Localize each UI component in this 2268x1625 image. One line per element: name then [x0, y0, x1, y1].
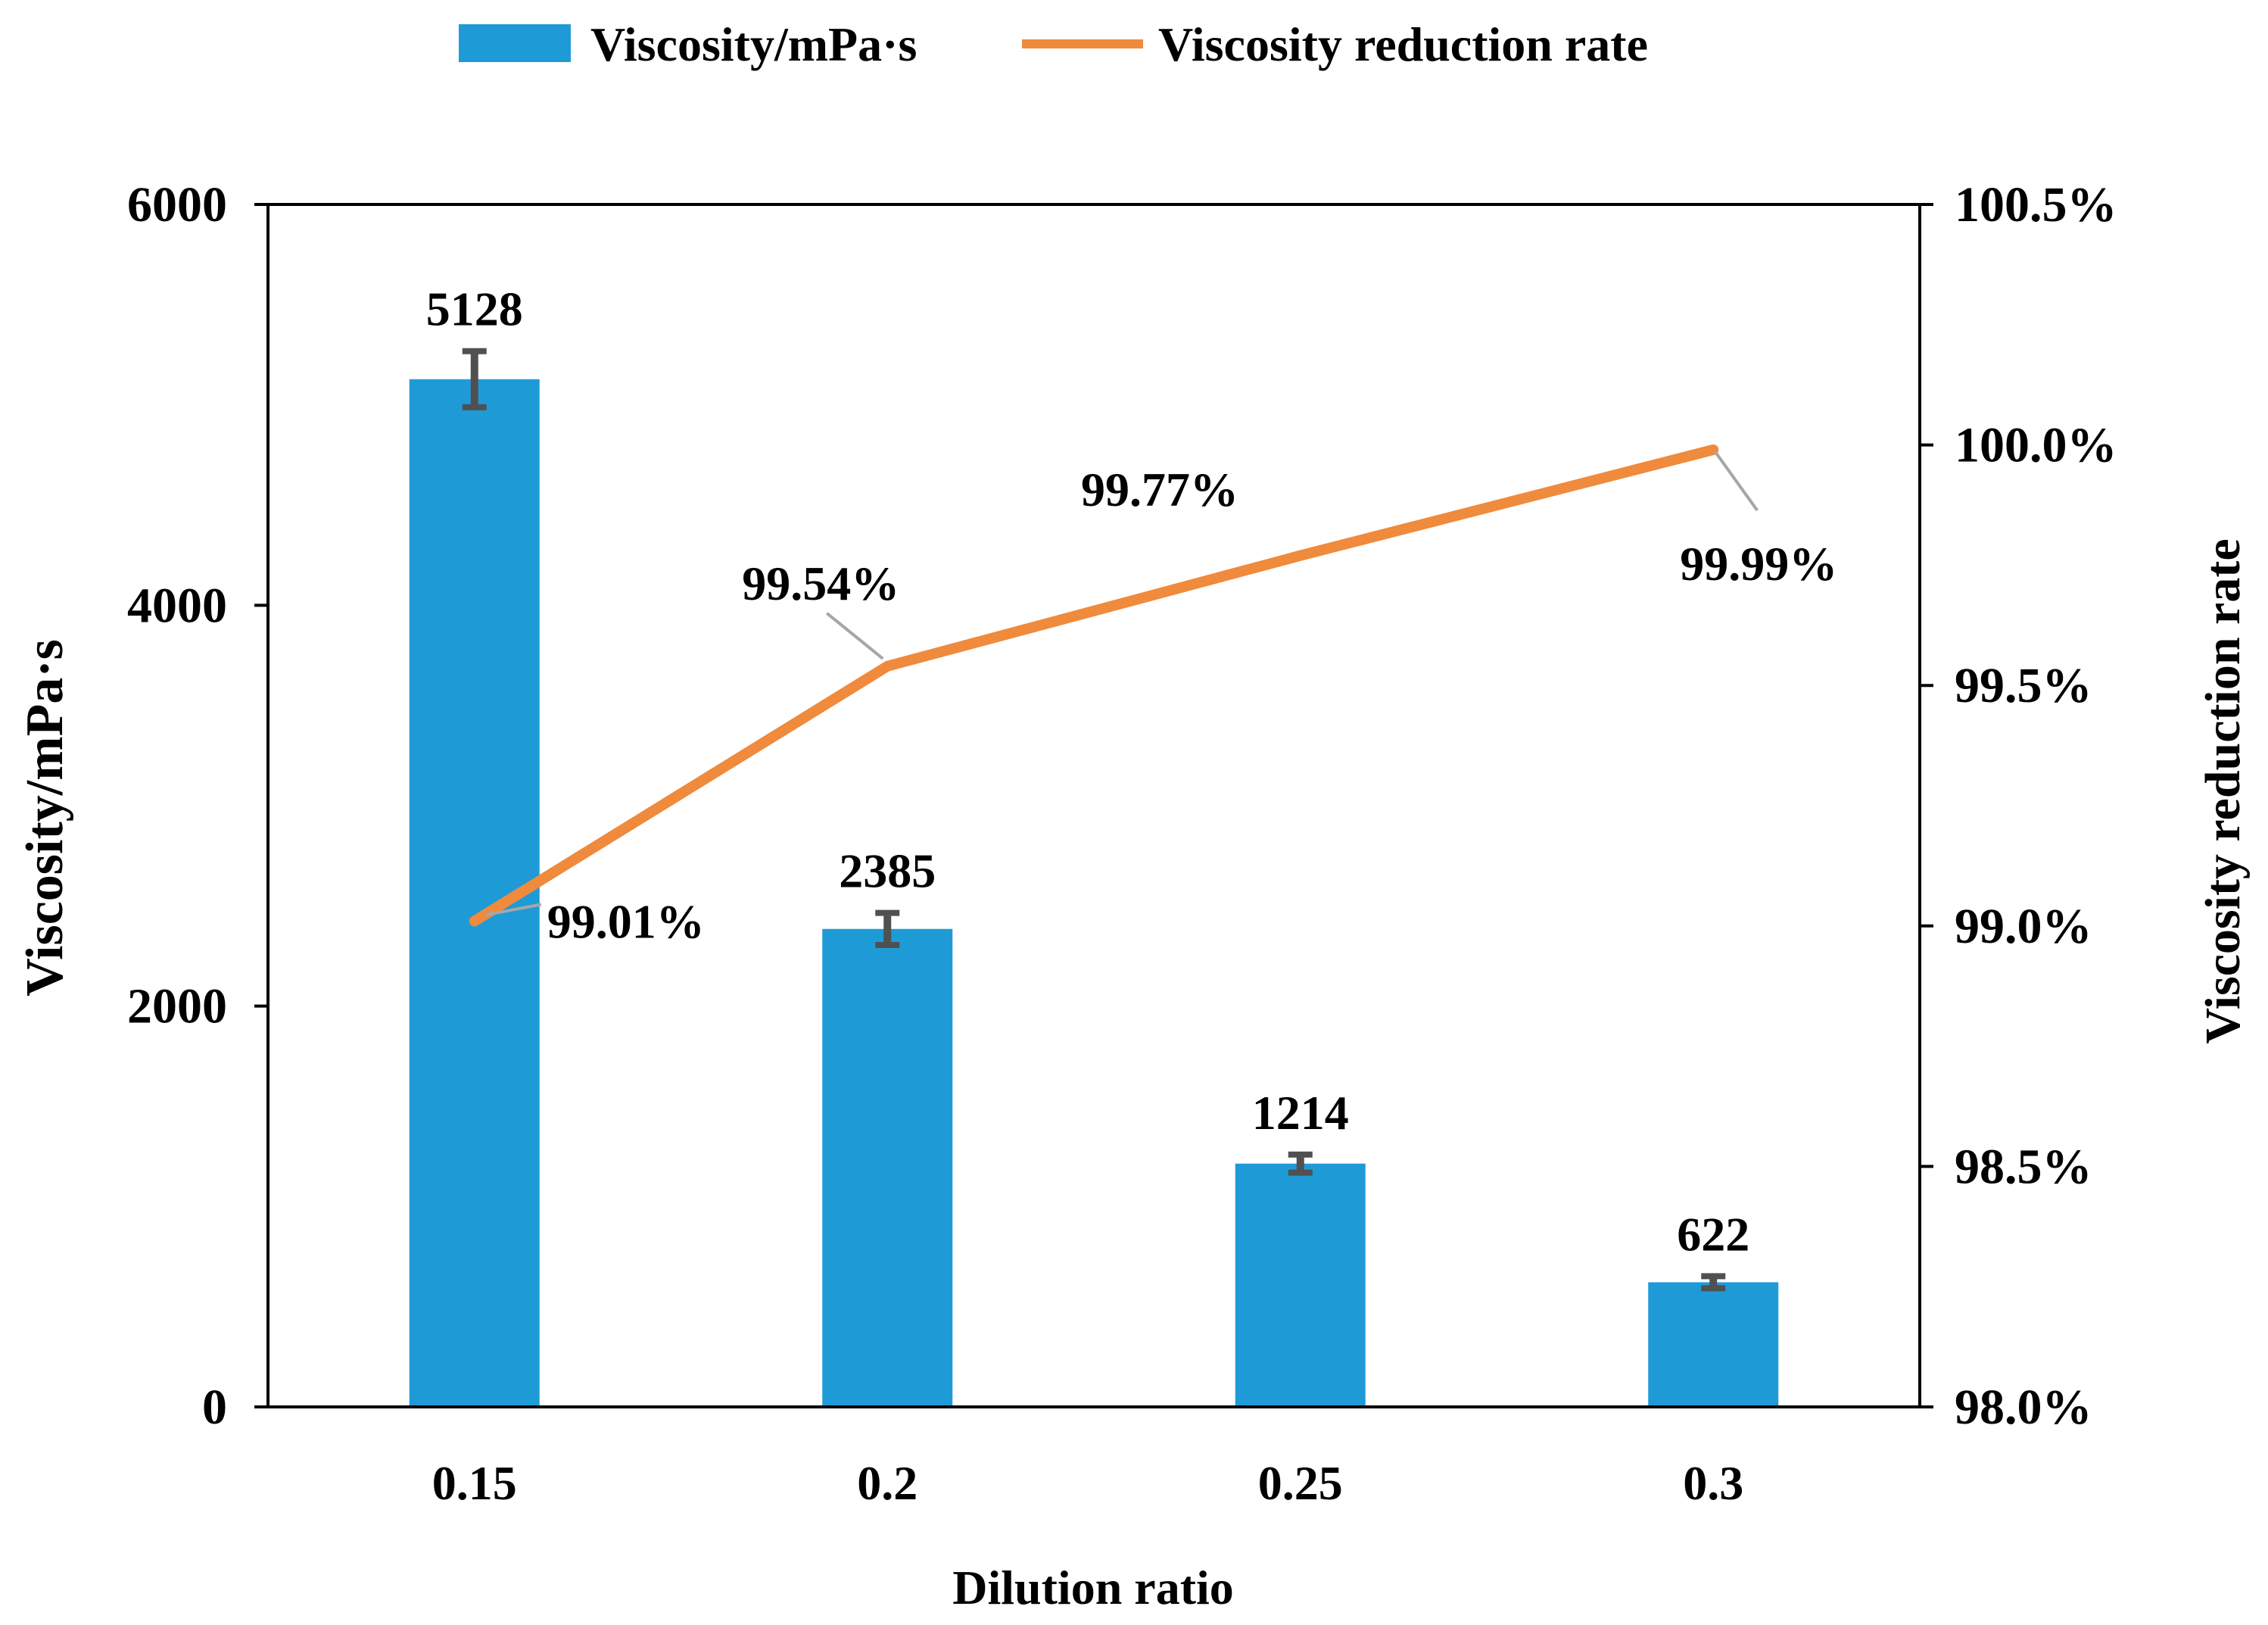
bar-value-label: 1214 — [1252, 1086, 1349, 1140]
line-value-label: 99.77% — [1081, 463, 1238, 516]
bar-value-labels: 5128 2385 1214 622 — [426, 282, 1750, 1262]
label-leader — [484, 903, 542, 917]
y2-tick-label: 100.5% — [1955, 177, 2117, 232]
y2-axis-ticks: 98.0% 98.5% 99.0% 99.5% 100.0% 100.5% — [1955, 177, 2117, 1435]
y-tick-label: 4000 — [127, 578, 227, 633]
x-tick-label: 0.15 — [432, 1456, 517, 1510]
bar — [1235, 1163, 1366, 1407]
y2-tick-label: 98.0% — [1955, 1380, 2092, 1435]
bar-value-label: 2385 — [839, 844, 936, 898]
line-value-labels: 99.01% 99.54% 99.77% 99.99% — [547, 463, 1838, 948]
line-value-label: 99.01% — [547, 894, 705, 948]
line-series — [469, 444, 1719, 927]
legend: Viscosity/mPa·s Viscosity reduction rate — [459, 17, 1648, 71]
x-tick-label: 0.25 — [1258, 1456, 1343, 1510]
x-tick-label: 0.3 — [1683, 1456, 1743, 1510]
legend-bar-label: Viscosity/mPa·s — [590, 17, 917, 71]
y2-axis-title: Viscosity reduction rate — [2195, 538, 2251, 1043]
y2-tick-label: 100.0% — [1955, 418, 2117, 473]
bar — [822, 928, 953, 1407]
plot-area — [254, 203, 1933, 1408]
line-value-label: 99.99% — [1680, 537, 1837, 591]
y-tick-label: 6000 — [127, 177, 227, 232]
bar-value-label: 5128 — [426, 282, 523, 336]
line-value-label: 99.54% — [742, 557, 899, 610]
plot-frame — [266, 203, 1921, 1408]
y-axis-ticks: 0 2000 4000 6000 — [127, 177, 227, 1435]
y2-tick-label: 99.0% — [1955, 899, 2092, 954]
y-axis-title: Viscosity/mPa·s — [16, 639, 74, 997]
y-tick-label: 2000 — [127, 979, 227, 1034]
label-leader — [825, 612, 884, 660]
legend-line-label: Viscosity reduction rate — [1158, 17, 1648, 71]
y2-tick-label: 98.5% — [1955, 1139, 2092, 1194]
x-axis-title: Dilution ratio — [952, 1561, 1234, 1614]
legend-bar-swatch — [459, 24, 571, 62]
bar-value-label: 622 — [1677, 1207, 1749, 1261]
x-tick-label: 0.2 — [857, 1456, 917, 1510]
x-axis-ticks: 0.15 0.2 0.25 0.3 — [432, 1456, 1744, 1510]
y2-tick-label: 99.5% — [1955, 658, 2092, 713]
label-leader — [1713, 450, 1759, 512]
bar — [1648, 1282, 1779, 1407]
y-tick-label: 0 — [202, 1380, 227, 1435]
